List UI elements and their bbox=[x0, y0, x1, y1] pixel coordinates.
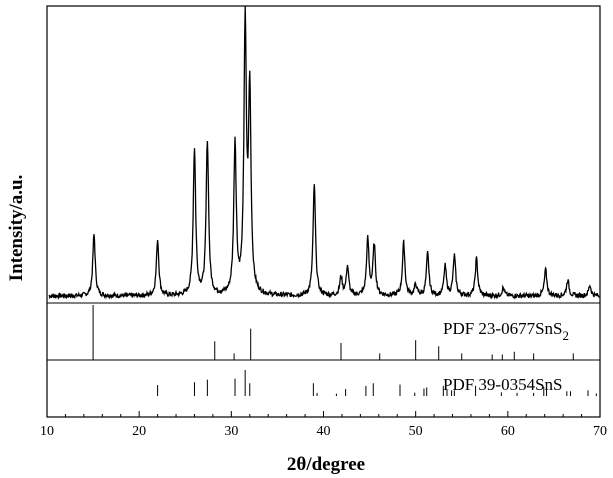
x-tick-label: 20 bbox=[132, 424, 146, 439]
y-axis-title: Intensity/a.u. bbox=[6, 175, 27, 282]
x-tick-label: 40 bbox=[317, 424, 331, 439]
x-tick-label: 10 bbox=[40, 424, 54, 439]
x-axis-ticks: 10 20 30 40 50 60 70 bbox=[40, 411, 607, 439]
x-tick-label: 50 bbox=[409, 424, 423, 439]
xrd-line bbox=[49, 6, 599, 298]
plot-border bbox=[47, 6, 600, 417]
x-tick-label: 60 bbox=[501, 424, 515, 439]
xrd-pattern bbox=[49, 6, 599, 298]
ref-label-sns2: PDF 23-0677SnS2 bbox=[443, 319, 569, 343]
plot-frame bbox=[47, 6, 600, 417]
x-tick-label: 70 bbox=[593, 424, 607, 439]
x-axis-title: 2θ/degree bbox=[287, 454, 365, 475]
x-tick-label: 30 bbox=[224, 424, 238, 439]
ref-label-sns: PDF 39-0354SnS bbox=[443, 375, 563, 394]
